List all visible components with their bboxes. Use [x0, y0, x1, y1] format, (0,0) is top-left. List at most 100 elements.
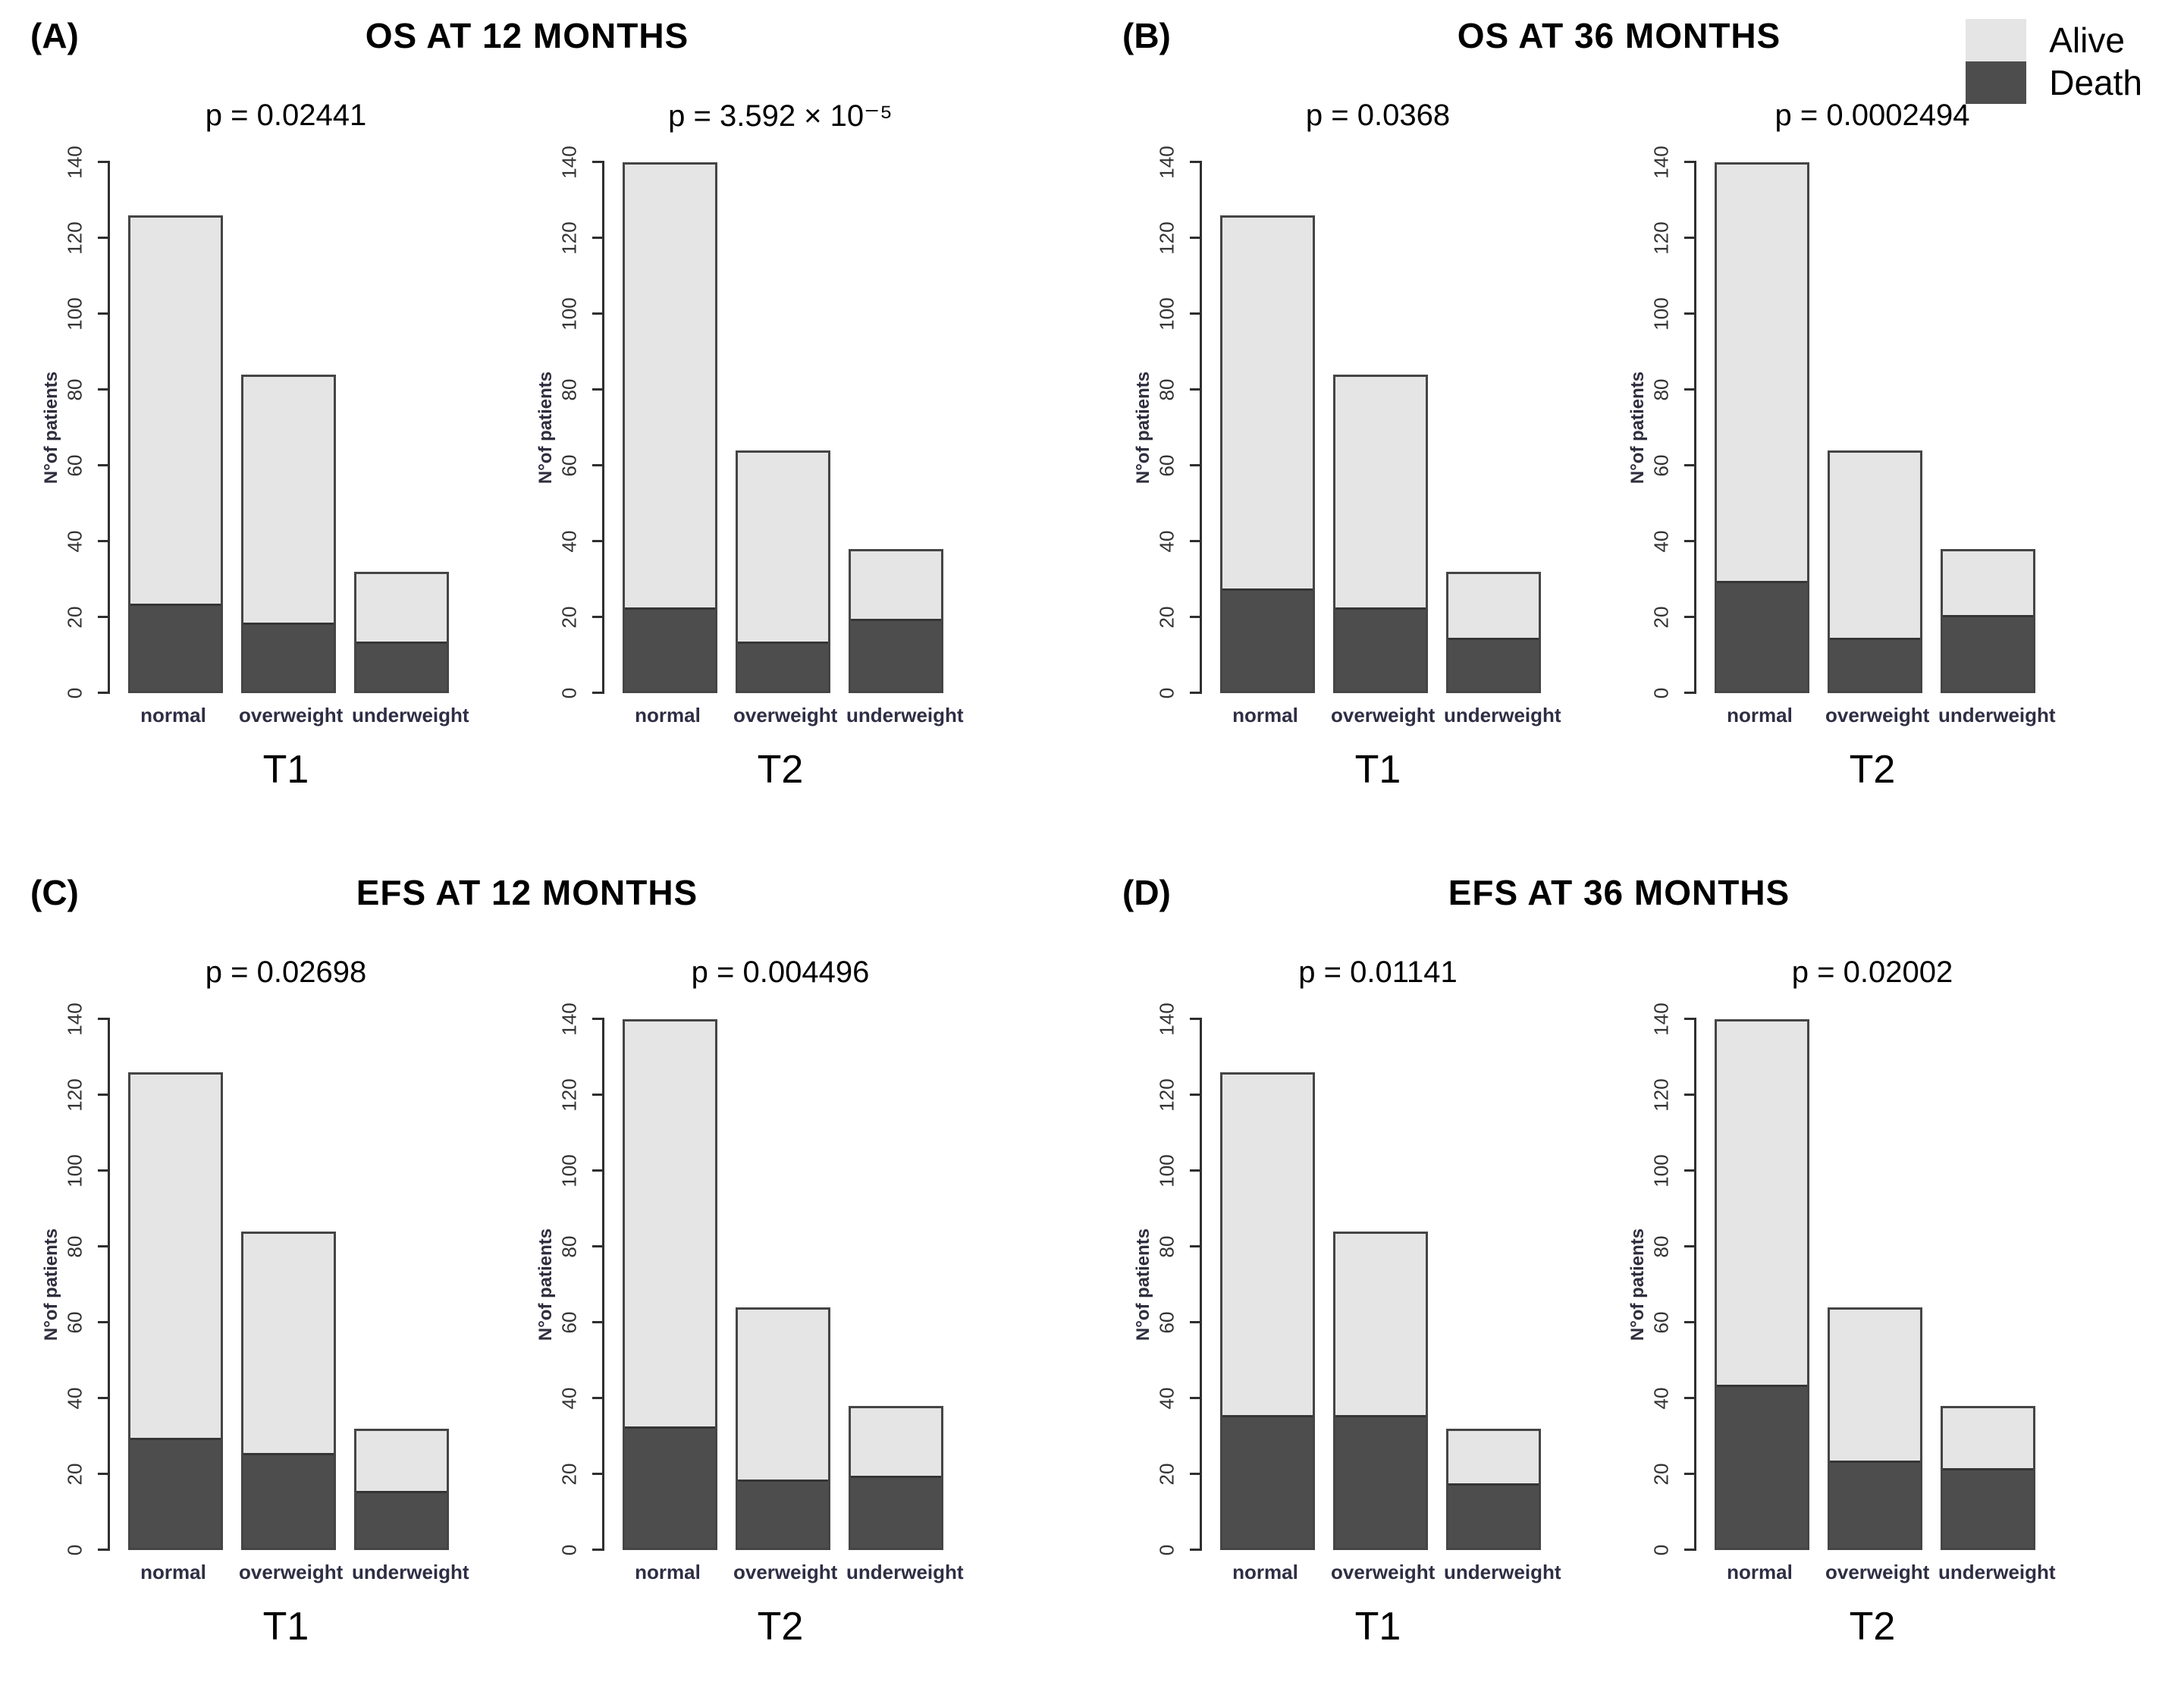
panel-d: (D) EFS AT 36 MONTHS p = 0.01141 N°of pa… — [1092, 819, 2184, 1682]
group-label: T2 — [757, 1605, 804, 1649]
bar-underweight — [1445, 1429, 1541, 1550]
y-tick-label: 60 — [557, 454, 581, 477]
bar-overweight — [1827, 450, 1922, 693]
bar-overweight — [1332, 375, 1428, 693]
plot-row: N°of patients 0 20 40 60 80 100 120 140 — [38, 146, 464, 698]
plot-row: N°of patients 0 20 40 60 80 100 120 140 — [1624, 1003, 2051, 1555]
bar-segment-death — [850, 1476, 941, 1548]
bar-overweight — [1332, 1232, 1428, 1550]
y-tick-label: 120 — [63, 221, 86, 255]
p-value-label: p = 0.02698 — [205, 956, 367, 989]
bar-segment-death — [1716, 581, 1807, 691]
category-label: normal — [1727, 704, 1793, 726]
bar-segment-alive — [850, 1408, 941, 1476]
plot-area: 0 20 40 60 80 100 120 140 — [63, 146, 464, 698]
x-category-labels: normal overweight underweight — [108, 704, 469, 727]
category-label: normal — [140, 1561, 206, 1583]
y-tick-mark — [97, 616, 110, 618]
y-tick-label: 140 — [557, 1003, 581, 1036]
category-label: underweight — [352, 1561, 469, 1583]
bar-segment-death — [1829, 638, 1920, 691]
y-tick-label: 40 — [557, 1387, 581, 1410]
y-tick-mark — [97, 1321, 110, 1323]
bar-segment-death — [130, 604, 221, 691]
panel-a-header: (A) OS AT 12 MONTHS — [23, 15, 1031, 68]
bar-segment-alive — [737, 453, 828, 642]
bar-segment-alive — [243, 1234, 334, 1453]
bar-segment-death — [356, 1491, 447, 1548]
panel-title: EFS AT 36 MONTHS — [1448, 873, 1790, 912]
category-label: overweight — [239, 704, 344, 726]
y-tick-label: 20 — [1649, 606, 1673, 629]
y-tick-label: 120 — [1155, 221, 1178, 255]
bar-segment-alive — [624, 1021, 715, 1426]
y-tick-label: 140 — [63, 1003, 86, 1036]
y-tick-label: 60 — [63, 454, 86, 477]
y-tick-mark — [1189, 1094, 1202, 1096]
group-label: T1 — [262, 748, 309, 792]
group-label: T2 — [1849, 748, 1896, 792]
bar-segment-death — [243, 623, 334, 691]
category-label: overweight — [1825, 704, 1930, 726]
bar-normal — [1219, 1072, 1315, 1550]
bar-underweight — [1940, 1406, 2035, 1550]
panel-c-charts: p = 0.02698 N°of patients 0 20 40 60 80 100 12… — [38, 956, 1092, 1649]
panel-a-charts: p = 0.02441 N°of patients 0 20 40 60 80 100 12… — [38, 99, 1092, 792]
y-tick-label: 80 — [1155, 378, 1178, 401]
y-tick-mark — [1684, 1169, 1696, 1172]
y-tick-mark — [97, 1169, 110, 1172]
y-tick-label: 0 — [1649, 1544, 1673, 1556]
bar-overweight — [240, 1232, 336, 1550]
y-tick-label: 80 — [1649, 378, 1673, 401]
y-tick-mark — [592, 1245, 604, 1247]
y-tick-mark — [592, 237, 604, 239]
y-tick-mark — [97, 1245, 110, 1247]
y-tick-mark — [1684, 1094, 1696, 1096]
bar-underweight — [353, 572, 449, 693]
y-tick-mark — [1189, 1018, 1202, 1020]
bar-segment-alive — [1222, 218, 1313, 588]
category-label: underweight — [1938, 1561, 2056, 1583]
panel-title: OS AT 36 MONTHS — [1457, 16, 1781, 55]
bar-segment-alive — [737, 1310, 828, 1480]
y-axis-title: N°of patients — [1624, 1019, 1652, 1550]
y-tick-mark — [97, 1549, 110, 1551]
y-tick-mark — [1684, 237, 1696, 239]
bar-segment-death — [1716, 1385, 1807, 1548]
bar-segment-alive — [1942, 551, 2033, 615]
bar-segment-alive — [1335, 1234, 1426, 1415]
y-tick-label: 140 — [1649, 1003, 1673, 1036]
y-tick-label: 40 — [1649, 1387, 1673, 1410]
bar-overweight — [1827, 1307, 1922, 1550]
bar-segment-alive — [1448, 574, 1539, 638]
bar-segment-death — [1222, 588, 1313, 691]
category-label: normal — [140, 704, 206, 726]
y-tick-mark — [97, 1018, 110, 1020]
bar-segment-death — [737, 1480, 828, 1548]
x-category-labels: normal overweight underweight — [602, 704, 963, 727]
y-tick-label: 40 — [1649, 530, 1673, 553]
bar-segment-alive — [1829, 453, 1920, 638]
group-label: T1 — [262, 1605, 309, 1649]
panel-b: (B) OS AT 36 MONTHS p = 0.0368 N°of pati… — [1092, 0, 2184, 819]
bar-segment-alive — [850, 551, 941, 619]
y-tick-mark — [1189, 1321, 1202, 1323]
y-tick-label: 60 — [1649, 1311, 1673, 1334]
chart-a-t1: p = 0.02441 N°of patients 0 20 40 60 80 100 12… — [38, 99, 469, 792]
y-tick-label: 100 — [557, 297, 581, 331]
y-axis-title-text: N°of patients — [1132, 1228, 1153, 1342]
y-tick-mark — [592, 1169, 604, 1172]
bar-segment-alive — [243, 377, 334, 623]
bar-segment-alive — [1335, 377, 1426, 607]
y-axis-title: N°of patients — [38, 162, 65, 693]
bar-segment-death — [1335, 1415, 1426, 1548]
y-tick-mark — [1684, 1397, 1696, 1399]
bar-normal — [622, 1019, 717, 1550]
y-axis-title-text: N°of patients — [40, 1228, 61, 1342]
p-value-label: p = 0.0368 — [1305, 99, 1451, 132]
y-tick-mark — [1189, 464, 1202, 466]
y-tick-mark — [1189, 1245, 1202, 1247]
bar-segment-alive — [356, 1431, 447, 1491]
y-tick-label: 60 — [557, 1311, 581, 1334]
